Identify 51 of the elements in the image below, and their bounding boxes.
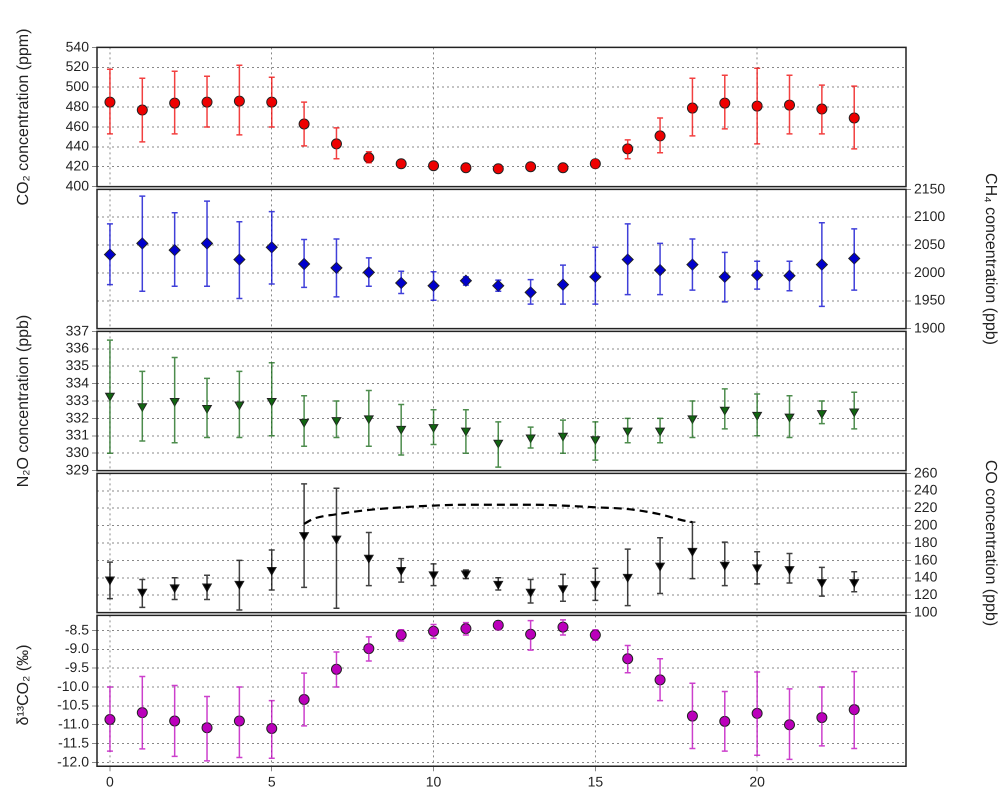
y-tick-label: -12.0 bbox=[57, 753, 90, 770]
y-tick-label: -9.0 bbox=[64, 640, 90, 656]
y-tick-label: 2000 bbox=[914, 264, 946, 280]
y-tick-label: 332 bbox=[66, 409, 90, 426]
y-tick-label: 2050 bbox=[914, 236, 946, 252]
y-tick-label: -10.0 bbox=[57, 678, 90, 694]
y-tick-label: 260 bbox=[914, 464, 938, 480]
point bbox=[460, 274, 472, 287]
y-tick-label: 520 bbox=[66, 58, 90, 74]
y-axis-title: N₂O concentration (ppb) bbox=[15, 314, 33, 488]
x-tick-label: 10 bbox=[426, 773, 442, 790]
y-axis-title: CO₂ concentration (ppm) bbox=[15, 28, 33, 206]
y-tick-label: 240 bbox=[914, 482, 938, 498]
y-tick-label: 460 bbox=[66, 118, 90, 134]
y-tick-label: 2150 bbox=[914, 180, 946, 196]
y-tick-label: 336 bbox=[66, 340, 90, 356]
x-tick-label: 5 bbox=[268, 773, 276, 790]
y-tick-label: 540 bbox=[66, 38, 90, 54]
y-tick-label: 331 bbox=[66, 426, 90, 443]
y-tick-label: -11.0 bbox=[58, 716, 90, 732]
y-tick-label: 160 bbox=[914, 551, 938, 568]
y-tick-label: 440 bbox=[66, 138, 90, 154]
y-tick-label: 335 bbox=[66, 357, 90, 374]
y-tick-label: 1950 bbox=[914, 292, 946, 308]
x-tick-label: 15 bbox=[588, 773, 604, 790]
y-tick-label: 200 bbox=[914, 516, 938, 532]
y-tick-label: -11.5 bbox=[58, 734, 90, 750]
y-tick-label: 480 bbox=[66, 98, 90, 114]
y-tick-label: 100 bbox=[914, 603, 938, 620]
y-tick-label: 2100 bbox=[914, 208, 946, 224]
y-tick-label: -8.5 bbox=[64, 621, 90, 638]
y-tick-label: 1900 bbox=[914, 319, 946, 336]
y-tick-label: 400 bbox=[66, 177, 90, 194]
y-tick-label: -9.5 bbox=[64, 659, 90, 676]
y-tick-label: 333 bbox=[66, 392, 90, 408]
y-tick-label: 337 bbox=[66, 322, 90, 338]
y-tick-label: 220 bbox=[914, 499, 938, 516]
y-axis-title: CO concentration (ppb) bbox=[981, 460, 999, 626]
y-axis-title: CH₄ concentration (ppb) bbox=[981, 173, 999, 345]
y-tick-label: 334 bbox=[66, 374, 90, 390]
y-tick-label: 120 bbox=[914, 586, 938, 602]
x-tick-label: 20 bbox=[749, 773, 766, 790]
y-tick-label: -10.5 bbox=[57, 696, 90, 713]
y-tick-label: 329 bbox=[66, 461, 90, 478]
x-tick-label: 0 bbox=[106, 773, 114, 790]
y-tick-label: 140 bbox=[914, 568, 938, 585]
y-tick-label: 330 bbox=[66, 444, 90, 460]
y-axis-title: δ¹³CO₂ (‰) bbox=[15, 644, 33, 726]
y-tick-label: 500 bbox=[66, 78, 90, 94]
y-tick-label: 180 bbox=[914, 534, 938, 550]
y-tick-label: 420 bbox=[66, 158, 90, 174]
